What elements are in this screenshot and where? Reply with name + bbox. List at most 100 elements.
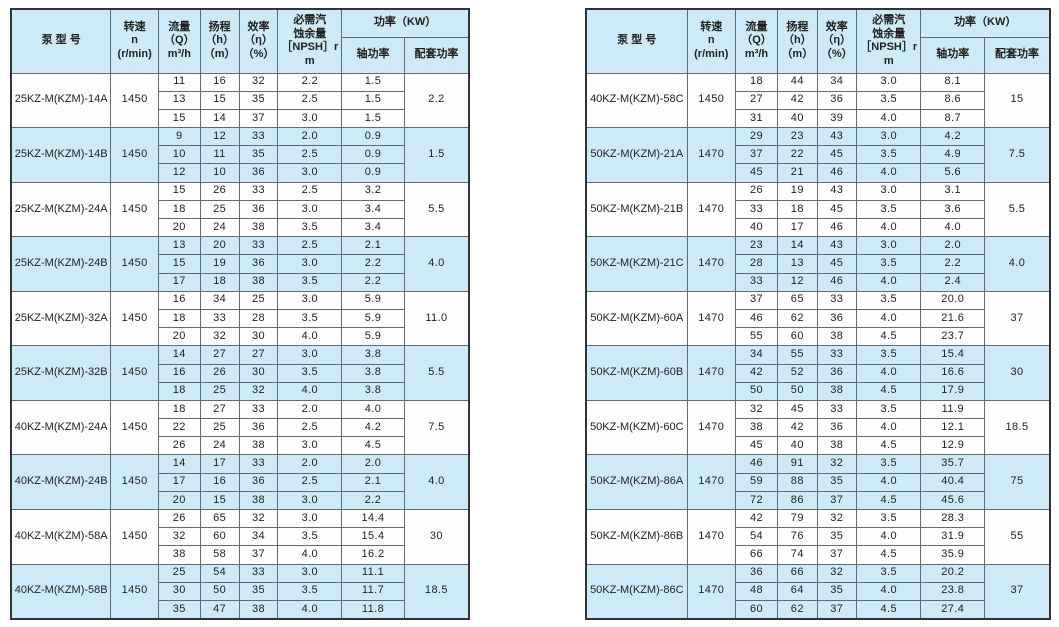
shaft-power-cell: 2.2 bbox=[341, 254, 405, 274]
head-cell: 15 bbox=[199, 90, 240, 110]
head-cell: 45 bbox=[777, 399, 818, 420]
table-row: 50KZ-M(KZM)-60B 1470 34 55 33 3.5 15.4 30 bbox=[585, 345, 1051, 401]
table-row: 25KZ-M(KZM)-24B 1450 13 20 33 2.5 2.1 4.0 bbox=[10, 236, 470, 292]
npsh-cell: 4.0 bbox=[855, 418, 922, 438]
table-row: 40KZ-M(KZM)-58B 1450 25 54 33 3.0 11.1 18.5 bbox=[10, 563, 470, 620]
flow-cell: 25 bbox=[157, 563, 201, 583]
head-cell: 27 bbox=[199, 399, 240, 420]
flow-cell: 16 bbox=[157, 363, 201, 383]
table-row: 15 14 37 3.0 1.5 bbox=[11, 108, 469, 129]
flow-cell: 15 bbox=[157, 181, 201, 201]
table-row: 54 76 35 4.0 31.9 bbox=[586, 527, 1050, 547]
npsh-cell: 3.5 bbox=[855, 563, 922, 583]
model-cell: 50KZ-M(KZM)-86C bbox=[585, 563, 688, 620]
model-cell: 25KZ-M(KZM)-14B bbox=[10, 127, 112, 183]
head-cell: 17 bbox=[777, 217, 818, 238]
col-header-model: 泵 型 号 bbox=[10, 8, 112, 74]
efficiency-cell: 45 bbox=[816, 254, 857, 274]
shaft-power-cell: 8.6 bbox=[920, 90, 986, 110]
table-row: 40KZ-M(KZM)-58C 1450 18 44 34 3.0 8.1 15 bbox=[585, 72, 1051, 129]
shaft-power-cell: 11.1 bbox=[341, 563, 405, 583]
efficiency-cell: 38 bbox=[816, 436, 857, 456]
flow-cell: 48 bbox=[734, 581, 779, 601]
head-cell: 19 bbox=[777, 181, 818, 201]
head-cell: 40 bbox=[777, 108, 818, 129]
npsh-cell: 4.0 bbox=[277, 545, 343, 565]
flow-cell: 20 bbox=[157, 327, 201, 347]
col-header-efficiency: 效率 （η） （%） bbox=[238, 8, 279, 74]
model-cell: 50KZ-M(KZM)-21A bbox=[585, 127, 688, 183]
col-header-matching: 配套功率 bbox=[403, 36, 470, 74]
head-cell: 12 bbox=[199, 127, 240, 147]
model-cell: 40KZ-M(KZM)-24B bbox=[10, 454, 112, 510]
efficiency-cell: 46 bbox=[816, 272, 857, 292]
shaft-power-cell: 2.2 bbox=[920, 254, 986, 274]
flow-cell: 22 bbox=[157, 418, 201, 438]
flow-cell: 26 bbox=[157, 436, 201, 456]
npsh-cell: 3.5 bbox=[277, 272, 343, 292]
efficiency-cell: 43 bbox=[816, 181, 857, 201]
table-row: 40KZ-M(KZM)-58A 1450 26 65 32 3.0 14.4 30 bbox=[10, 508, 470, 565]
head-cell: 44 bbox=[777, 72, 818, 92]
efficiency-cell: 36 bbox=[238, 254, 279, 274]
head-cell: 14 bbox=[199, 108, 240, 129]
npsh-cell: 4.0 bbox=[855, 472, 922, 492]
flow-cell: 46 bbox=[734, 454, 779, 474]
efficiency-cell: 36 bbox=[238, 199, 279, 220]
shaft-power-cell: 3.2 bbox=[341, 181, 405, 201]
table-row: 33 12 46 4.0 2.4 bbox=[586, 272, 1050, 292]
flow-cell: 33 bbox=[734, 199, 779, 220]
table-body: 25KZ-M(KZM)-14A 1450 11 16 32 2.2 1.5 2.2 13 15 35… bbox=[10, 72, 470, 620]
npsh-cell: 3.5 bbox=[855, 508, 922, 529]
shaft-power-cell: 31.9 bbox=[920, 527, 986, 547]
efficiency-cell: 32 bbox=[816, 508, 857, 529]
shaft-power-cell: 11.8 bbox=[341, 599, 405, 620]
table-row: 50KZ-M(KZM)-21B 1470 26 19 43 3.0 3.1 5.5 bbox=[585, 181, 1051, 238]
shaft-power-cell: 17.9 bbox=[920, 381, 986, 401]
npsh-cell: 3.0 bbox=[277, 199, 343, 220]
efficiency-cell: 27 bbox=[238, 345, 279, 365]
flow-cell: 20 bbox=[157, 217, 201, 238]
npsh-cell: 4.0 bbox=[855, 272, 922, 292]
table-row: 50KZ-M(KZM)-60A 1470 37 65 33 3.5 20.0 37 bbox=[585, 290, 1051, 347]
head-cell: 60 bbox=[199, 527, 240, 547]
npsh-cell: 3.0 bbox=[277, 508, 343, 529]
table-row: 16 26 30 3.5 3.8 bbox=[11, 363, 469, 383]
matching-power-cell: 15 bbox=[984, 72, 1051, 129]
efficiency-cell: 33 bbox=[238, 563, 279, 583]
table-row: 40KZ-M(KZM)-24B 1450 14 17 33 2.0 2.0 4.0 bbox=[10, 454, 470, 510]
efficiency-cell: 36 bbox=[816, 363, 857, 383]
shaft-power-cell: 27.4 bbox=[920, 599, 986, 620]
efficiency-cell: 32 bbox=[816, 563, 857, 583]
flow-cell: 60 bbox=[734, 599, 779, 620]
flow-cell: 23 bbox=[734, 236, 779, 256]
col-header-flow: 流量 （Q） m³/h bbox=[157, 8, 201, 74]
shaft-power-cell: 11.7 bbox=[341, 581, 405, 601]
matching-power-cell: 55 bbox=[984, 509, 1051, 565]
shaft-power-cell: 16.2 bbox=[341, 545, 405, 565]
npsh-cell: 3.0 bbox=[277, 345, 343, 365]
speed-cell: 1450 bbox=[110, 236, 159, 292]
model-cell: 50KZ-M(KZM)-60A bbox=[585, 290, 688, 347]
flow-cell: 45 bbox=[734, 163, 779, 183]
efficiency-cell: 38 bbox=[238, 217, 279, 238]
table-row: 22 25 36 2.5 4.2 bbox=[11, 418, 469, 438]
shaft-power-cell: 0.9 bbox=[341, 127, 405, 147]
table-row: 25KZ-M(KZM)-32A 1450 16 34 25 3.0 5.9 11.0 bbox=[10, 290, 470, 347]
npsh-cell: 4.0 bbox=[855, 581, 922, 601]
table-row: 18 33 28 3.5 5.9 bbox=[11, 308, 469, 329]
efficiency-cell: 35 bbox=[238, 145, 279, 165]
table-row: 46 62 36 4.0 21.6 bbox=[586, 308, 1050, 329]
flow-cell: 27 bbox=[734, 90, 779, 110]
npsh-cell: 3.5 bbox=[855, 454, 922, 474]
efficiency-cell: 35 bbox=[816, 472, 857, 492]
flow-cell: 14 bbox=[157, 345, 201, 365]
efficiency-cell: 28 bbox=[238, 308, 279, 329]
head-cell: 32 bbox=[199, 327, 240, 347]
head-cell: 58 bbox=[199, 545, 240, 565]
flow-cell: 55 bbox=[734, 327, 779, 347]
matching-power-cell: 4.0 bbox=[403, 236, 470, 292]
npsh-cell: 2.5 bbox=[277, 145, 343, 165]
matching-power-cell: 75 bbox=[984, 454, 1051, 510]
model-cell: 50KZ-M(KZM)-21C bbox=[585, 236, 688, 292]
